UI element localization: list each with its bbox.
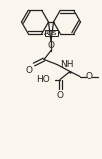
Text: O: O <box>57 90 64 100</box>
Text: HO: HO <box>36 75 49 84</box>
Text: O: O <box>85 72 93 81</box>
FancyBboxPatch shape <box>44 30 58 36</box>
Text: NH: NH <box>60 60 74 69</box>
Text: Abs: Abs <box>44 30 58 36</box>
Text: O: O <box>25 66 32 75</box>
Text: O: O <box>48 41 54 50</box>
